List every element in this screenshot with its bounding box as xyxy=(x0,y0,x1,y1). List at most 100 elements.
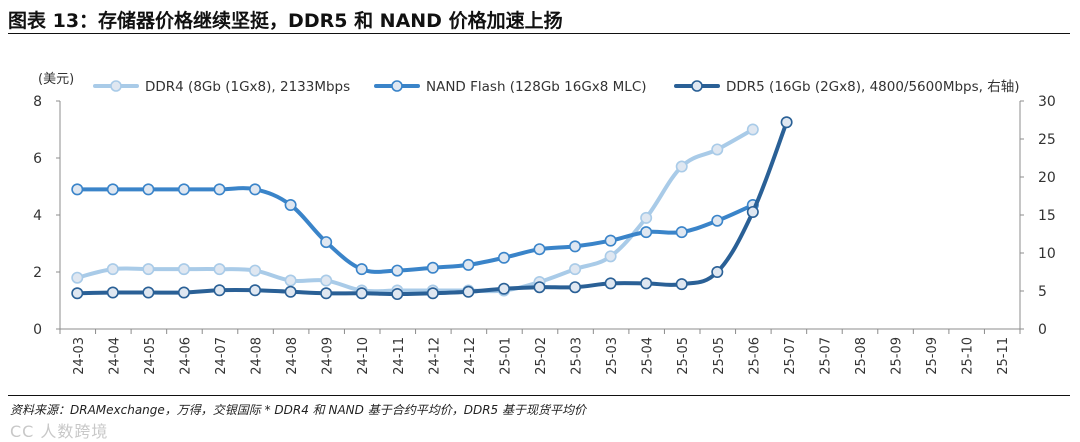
data-point-ddr5 xyxy=(711,265,724,278)
y-left-tick-label: 4 xyxy=(33,208,42,224)
x-tick-label: 25-06 xyxy=(747,337,762,375)
data-point-nand xyxy=(249,183,262,196)
price-line-chart: 0 2 4 6 8 0 5 10 15 20 25 30 (美元) 24-03 24-04 24-05 24-0… xyxy=(33,72,1056,375)
x-tick-label: 25-08 xyxy=(854,337,869,375)
y-right-tick-label: 20 xyxy=(1038,170,1056,186)
x-tick-label: 25-04 xyxy=(641,337,656,375)
y-axis-label: (美元) xyxy=(38,72,74,87)
data-point-ddr5 xyxy=(71,287,84,300)
x-tick-label: 25-09 xyxy=(890,337,905,375)
legend-label: DDR4 (8Gb (1Gx8), 2133Mbps xyxy=(145,79,350,95)
x-tick-label: 25-02 xyxy=(534,337,549,375)
x-tick-label: 24-07 xyxy=(214,337,229,375)
y-right-tick-label: 15 xyxy=(1038,208,1056,224)
data-point-ddr4 xyxy=(106,263,119,276)
x-tick-label: 25-07 xyxy=(783,337,798,375)
data-point-nand xyxy=(711,214,724,227)
data-point-ddr5 xyxy=(320,287,333,300)
source-note: 资料来源：DRAMexchange，万得，交银国际 * DDR4 和 NAND … xyxy=(10,403,586,417)
data-point-ddr5 xyxy=(284,285,297,298)
x-tick-label: 25-01 xyxy=(498,337,513,375)
data-point-nand xyxy=(213,183,226,196)
data-point-ddr4 xyxy=(320,274,333,287)
data-point-ddr5 xyxy=(355,287,368,300)
data-point-nand xyxy=(569,240,582,253)
x-tick-label: 24-09 xyxy=(321,337,336,375)
legend-label: NAND Flash (128Gb 16Gx8 MLC) xyxy=(426,79,647,95)
data-point-ddr4 xyxy=(142,263,155,276)
x-tick-label: 25-10 xyxy=(961,337,976,375)
data-point-nand xyxy=(71,183,84,196)
x-tick-label: 24-06 xyxy=(178,337,193,375)
data-point-nand xyxy=(497,251,510,264)
data-point-nand xyxy=(391,264,404,277)
x-tick-label: 25-07 xyxy=(818,337,833,375)
data-point-nand xyxy=(320,236,333,249)
y-right-tick-label: 30 xyxy=(1038,94,1056,110)
y-right-tick-label: 25 xyxy=(1038,132,1056,148)
legend-swatch-marker xyxy=(391,80,403,92)
data-point-ddr4 xyxy=(71,271,84,284)
data-point-ddr5 xyxy=(746,205,759,218)
axes-layer xyxy=(56,100,1024,334)
data-point-ddr5 xyxy=(640,277,653,290)
data-point-ddr4 xyxy=(249,264,262,277)
y-left-tick-label: 8 xyxy=(33,94,42,110)
legend-swatch-marker xyxy=(691,80,703,92)
data-point-ddr4 xyxy=(213,263,226,276)
y-right-tick-label: 0 xyxy=(1038,322,1047,338)
source-rule xyxy=(8,395,1070,396)
y-left-tick-label: 0 xyxy=(33,322,42,338)
title-rule xyxy=(8,33,1070,34)
data-point-nand xyxy=(533,243,546,256)
legend-item-ddr5: DDR5 (16Gb (2Gx8), 4800/5600Mbps, 右轴) xyxy=(674,79,1020,95)
data-point-nand xyxy=(604,234,617,247)
data-point-ddr4 xyxy=(604,250,617,263)
x-tick-label: 24-12 xyxy=(463,337,478,375)
figure-title: 图表 13：存储器价格继续坚挺，DDR5 和 NAND 价格加速上扬 xyxy=(8,10,563,32)
data-point-ddr5 xyxy=(106,286,119,299)
data-point-ddr4 xyxy=(640,211,653,224)
x-tick-label: 24-12 xyxy=(427,337,442,375)
data-point-nand xyxy=(177,183,190,196)
data-point-ddr5 xyxy=(426,287,439,300)
data-point-ddr5 xyxy=(462,285,475,298)
y-left-tick-label: 6 xyxy=(33,151,42,167)
x-tick-label: 24-04 xyxy=(107,337,122,375)
data-point-nand xyxy=(355,263,368,276)
data-point-nand xyxy=(426,261,439,274)
legend-label: DDR5 (16Gb (2Gx8), 4800/5600Mbps, 右轴) xyxy=(726,79,1020,95)
x-tick-label: 24-05 xyxy=(143,337,158,375)
data-point-ddr4 xyxy=(675,160,688,173)
y-right-tick-label: 10 xyxy=(1038,246,1056,262)
x-tick-label: 24-11 xyxy=(392,337,407,375)
x-tick-label: 24-10 xyxy=(356,337,371,375)
x-tick-label: 25-11 xyxy=(996,337,1011,375)
series-layer xyxy=(71,116,793,301)
x-tick-label: 24-08 xyxy=(250,337,265,375)
data-point-ddr5 xyxy=(675,278,688,291)
x-tick-label: 25-03 xyxy=(570,337,585,375)
x-tick-label: 25-03 xyxy=(605,337,620,375)
data-point-nand xyxy=(675,226,688,239)
data-point-ddr5 xyxy=(391,288,404,301)
data-point-ddr5 xyxy=(213,284,226,297)
legend-item-nand: NAND Flash (128Gb 16Gx8 MLC) xyxy=(374,79,647,95)
data-point-ddr5 xyxy=(780,116,793,129)
data-point-nand xyxy=(462,258,475,271)
x-tick-label: 25-05 xyxy=(676,337,691,375)
legend-layer: DDR4 (8Gb (1Gx8), 2133Mbps NAND Flash (12… xyxy=(93,79,1020,95)
data-point-ddr4 xyxy=(569,263,582,276)
data-point-nand xyxy=(106,183,119,196)
x-tick-label: 25-09 xyxy=(925,337,940,375)
legend-swatch-marker xyxy=(110,80,122,92)
data-point-ddr4 xyxy=(177,263,190,276)
x-tick-label: 25-05 xyxy=(712,337,727,375)
legend-item-ddr4: DDR4 (8Gb (1Gx8), 2133Mbps xyxy=(93,79,350,95)
x-tick-label: 24-08 xyxy=(285,337,300,375)
data-point-ddr4 xyxy=(711,143,724,156)
y-right-tick-label: 5 xyxy=(1038,284,1047,300)
y-left-tick-label: 2 xyxy=(33,265,42,281)
watermark: CC 人数跨境 xyxy=(10,422,109,441)
data-point-ddr5 xyxy=(533,281,546,294)
